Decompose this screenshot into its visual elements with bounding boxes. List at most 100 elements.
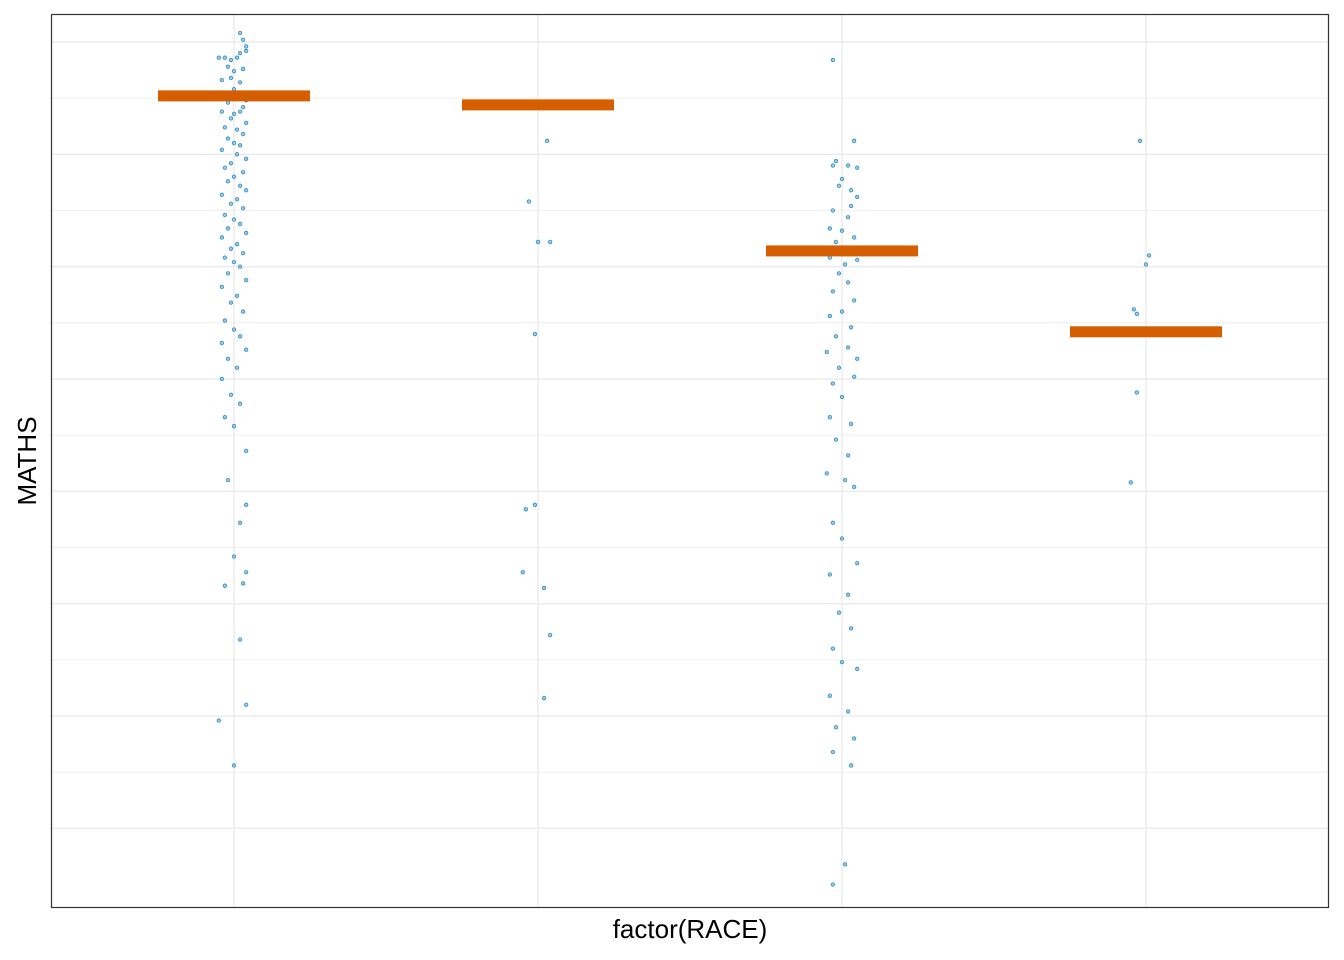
data-point [839, 309, 845, 314]
data-point [225, 100, 231, 105]
data-point [237, 80, 243, 85]
data-point [237, 51, 243, 56]
data-point [1146, 253, 1152, 258]
data-point [244, 48, 249, 54]
data-point [548, 632, 553, 638]
data-point [855, 194, 860, 200]
data-point [852, 235, 857, 240]
data-point [225, 136, 231, 141]
data-point [240, 66, 246, 72]
data-point [225, 179, 231, 184]
data-point [219, 192, 224, 197]
data-point [228, 246, 234, 251]
panel-border [50, 13, 1330, 909]
data-point [244, 120, 249, 125]
data-point [852, 374, 857, 379]
data-point [830, 57, 836, 63]
mean-bar [766, 245, 918, 257]
data-point [833, 239, 839, 245]
data-point [830, 749, 836, 755]
data-point [827, 572, 832, 577]
data-point [244, 502, 249, 507]
data-point [219, 376, 224, 382]
data-point [544, 138, 550, 143]
data-point [842, 262, 848, 267]
data-point [219, 147, 224, 152]
data-point [219, 235, 224, 240]
data-point [240, 251, 246, 256]
data-point [848, 421, 854, 427]
data-point [244, 188, 249, 193]
data-point [225, 64, 231, 69]
data-point [219, 109, 224, 114]
data-point [228, 57, 234, 63]
data-point [237, 520, 243, 525]
data-point [845, 280, 851, 285]
data-point [237, 264, 243, 269]
data-point [855, 356, 860, 361]
data-point [827, 415, 832, 420]
data-point [219, 284, 224, 290]
data-point [830, 520, 836, 525]
data-point [240, 104, 246, 110]
data-point [827, 255, 832, 260]
data-point [532, 331, 538, 337]
data-point [845, 709, 851, 714]
data-point [824, 349, 829, 355]
data-point [830, 381, 836, 386]
data-point [833, 334, 839, 339]
data-point [222, 55, 228, 60]
data-point [852, 736, 857, 741]
data-point [240, 581, 246, 586]
data-point [234, 365, 240, 370]
data-point [830, 646, 836, 651]
data-point [234, 242, 240, 247]
data-point [842, 862, 848, 867]
data-point [1134, 390, 1140, 395]
data-point [244, 702, 249, 707]
data-point [216, 718, 221, 723]
data-point [1128, 480, 1133, 485]
data-point [234, 55, 240, 60]
data-point [1134, 311, 1140, 316]
mean-bar [462, 99, 614, 111]
data-point [240, 309, 246, 314]
data-point [833, 437, 839, 442]
data-point [228, 161, 234, 166]
data-point [231, 174, 237, 179]
data-point [833, 725, 839, 730]
data-point [216, 55, 221, 60]
data-point [228, 201, 234, 206]
data-point [237, 221, 243, 227]
data-point [830, 289, 836, 294]
data-point [839, 228, 845, 233]
data-point [228, 300, 234, 305]
data-point [237, 334, 243, 339]
data-point [541, 585, 547, 591]
data-point [237, 637, 243, 642]
data-point [234, 152, 240, 157]
data-point [231, 554, 237, 559]
data-point [231, 327, 237, 332]
data-point [855, 165, 860, 170]
data-point [520, 570, 525, 575]
data-point [237, 143, 243, 148]
data-point [231, 424, 237, 429]
data-point [240, 170, 246, 175]
data-point [852, 484, 857, 489]
data-point [833, 158, 839, 164]
data-point [526, 199, 532, 204]
data-point [839, 176, 845, 182]
data-point [836, 610, 842, 615]
data-point [244, 347, 249, 352]
data-point [830, 208, 836, 213]
x-axis-title: factor(RACE) [613, 914, 768, 944]
data-point [231, 69, 237, 74]
data-point [244, 156, 249, 161]
data-point [244, 44, 249, 49]
data-point [222, 415, 228, 420]
data-point [845, 592, 851, 597]
data-point [836, 365, 842, 370]
data-point [225, 271, 231, 276]
data-point [855, 561, 860, 566]
